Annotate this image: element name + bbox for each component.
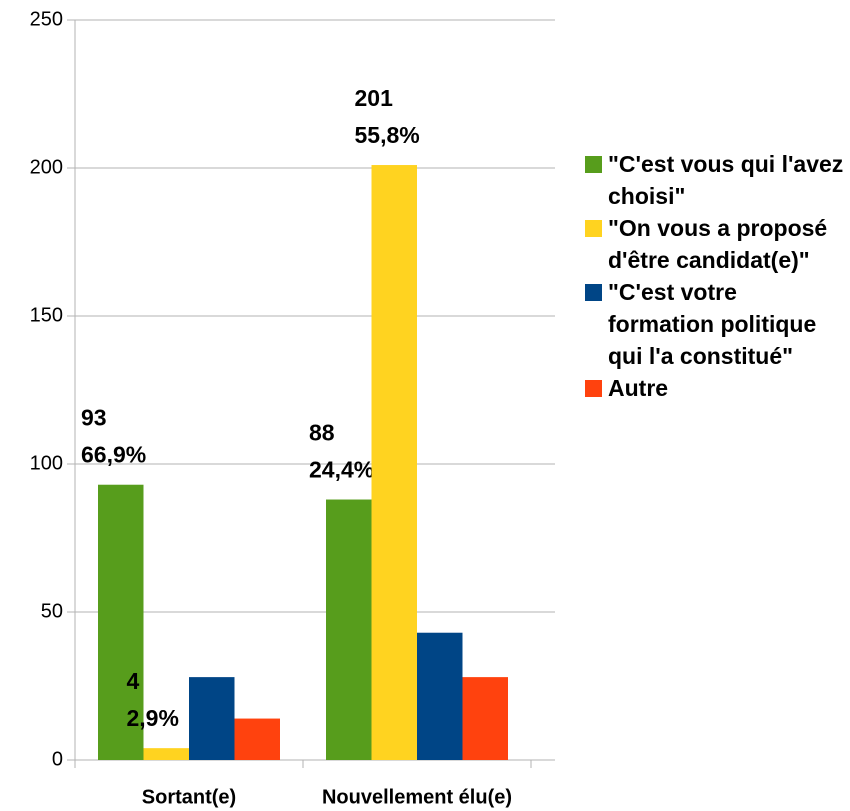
data-label-line: 66,9%	[81, 442, 146, 468]
legend-swatch	[585, 156, 602, 173]
legend: "C'est vous qui l'avez choisi" "On vous a…	[585, 148, 847, 404]
data-label-line: 2,9%	[127, 705, 179, 731]
legend-item: "C'est votre formation politique qui l'a…	[585, 276, 847, 372]
bar	[417, 632, 463, 760]
bar	[98, 484, 144, 760]
data-label-line: 88	[309, 420, 335, 446]
legend-label: "C'est votre formation politique qui l'a…	[608, 279, 817, 369]
y-tick-label: 250	[30, 8, 63, 30]
bar	[462, 677, 508, 760]
bar	[326, 499, 372, 760]
y-tick-label: 200	[30, 156, 63, 178]
data-label-line: 4	[127, 668, 140, 694]
data-label-line: 201	[355, 85, 394, 111]
data-label: 93 66,9%	[81, 405, 146, 468]
legend-swatch	[585, 380, 602, 397]
legend-label: "On vous a proposé d'être candidat(e)"	[608, 215, 828, 273]
y-tick-label: 150	[30, 304, 63, 326]
data-label: 4 2,9%	[127, 668, 179, 731]
data-label-line: 24,4%	[309, 457, 374, 483]
legend-swatch	[585, 284, 602, 301]
y-tick-label: 100	[30, 452, 63, 474]
legend-label: Autre	[608, 375, 669, 401]
bar	[234, 718, 280, 760]
x-tick-label: Nouvellement élu(e)	[322, 786, 512, 808]
legend-item: "C'est vous qui l'avez choisi"	[585, 148, 847, 212]
data-label-line: 93	[81, 405, 107, 431]
legend-item: Autre	[585, 372, 847, 404]
bar	[371, 165, 417, 761]
data-label: 88 24,4%	[309, 420, 374, 483]
bar	[189, 677, 235, 760]
data-label-line: 55,8%	[355, 122, 420, 148]
data-label: 201 55,8%	[355, 85, 420, 148]
x-tick-label: Sortant(e)	[142, 786, 236, 808]
legend-swatch	[585, 220, 602, 237]
bar	[143, 748, 189, 760]
y-tick-label: 50	[41, 600, 63, 622]
legend-label: "C'est vous qui l'avez choisi"	[608, 151, 844, 209]
y-tick-label: 0	[52, 748, 63, 770]
legend-item: "On vous a proposé d'être candidat(e)"	[585, 212, 847, 276]
